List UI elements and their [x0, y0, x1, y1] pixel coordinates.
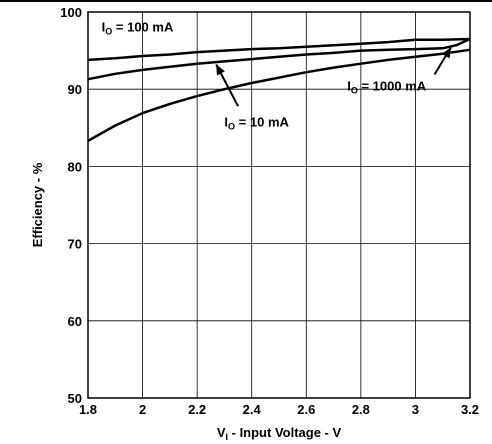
x-tick-label: 2.6	[297, 402, 315, 417]
annotation-arrowhead	[441, 47, 451, 59]
series-line	[87, 48, 471, 142]
y-tick-label: 100	[60, 5, 82, 20]
plot-frame	[87, 11, 471, 399]
x-tick-label: 2.4	[243, 402, 262, 417]
series-line	[87, 37, 471, 62]
y-axis-title: Efficiency - %	[30, 162, 45, 247]
y-tick-label: 90	[68, 82, 82, 97]
curves	[87, 37, 471, 142]
x-tick-label: 2.8	[352, 402, 370, 417]
annotation-io-100ma: IO = 100 mA	[102, 19, 174, 36]
grid	[88, 12, 470, 398]
x-tick-label: 1.8	[79, 402, 97, 417]
top-rule	[0, 0, 492, 2]
series-line	[87, 37, 471, 81]
annotation-arrowhead	[216, 64, 225, 76]
x-tick-label: 3.2	[461, 402, 479, 417]
y-tick-label: 80	[68, 159, 82, 174]
y-tick-label: 50	[68, 391, 82, 406]
x-tick-label: 2.2	[188, 402, 206, 417]
annotation-io-10ma: IO = 10 mA	[224, 114, 289, 131]
annotation-io-1000ma: IO = 1000 mA	[347, 79, 427, 96]
x-tick-label: 2	[139, 402, 146, 417]
y-tick-label: 60	[68, 314, 82, 329]
y-tick-label: 70	[68, 237, 82, 252]
x-tick-label: 3	[412, 402, 419, 417]
tick-labels: 1.8 2 2.2 2.4 2.6 2.8 3 3.2 50 60 70 80 90 100	[60, 5, 479, 417]
x-axis-title: VI - Input Voltage - V	[217, 425, 342, 442]
annotation-arrows	[215, 46, 452, 107]
